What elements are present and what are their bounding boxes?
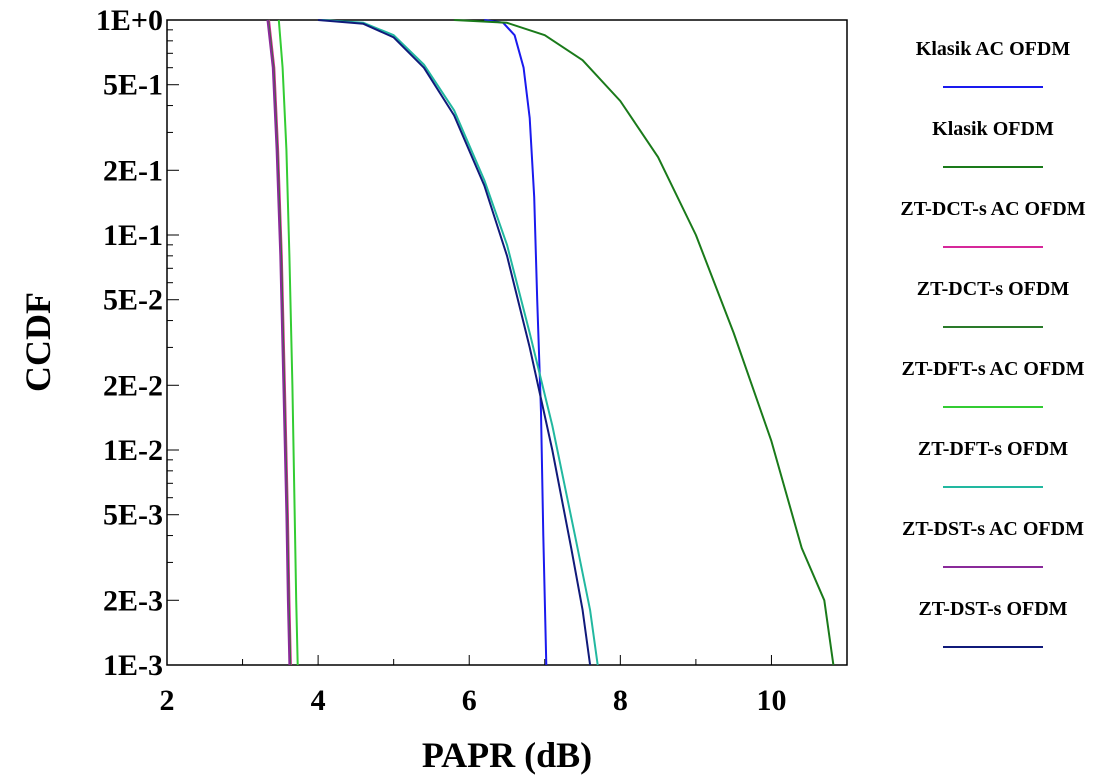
- x-axis-title: PAPR (dB): [422, 735, 592, 775]
- legend-label: ZT-DST-s AC OFDM: [902, 518, 1084, 540]
- legend-label: ZT-DCT-s AC OFDM: [900, 198, 1085, 220]
- y-tick-label: 1E-1: [103, 219, 163, 252]
- series-lines: [266, 19, 835, 666]
- series-line-8: [318, 19, 592, 666]
- y-tick-label: 2E-2: [103, 369, 163, 402]
- x-tick-label: 10: [756, 684, 786, 717]
- legend-label: ZT-DST-s OFDM: [918, 598, 1067, 620]
- x-tick-label: 4: [311, 684, 326, 717]
- y-tick-label: 2E-3: [103, 584, 163, 617]
- legend-label: ZT-DCT-s OFDM: [917, 278, 1070, 300]
- y-tick-label: 5E-1: [103, 69, 163, 102]
- series-line-1: [484, 19, 548, 666]
- x-tick-label: 8: [613, 684, 628, 717]
- y-tick-label: 1E+0: [96, 4, 163, 37]
- x-tick-label: 6: [462, 684, 477, 717]
- y-axis-title: CCDF: [18, 292, 58, 392]
- legend-label: Klasik OFDM: [932, 118, 1054, 140]
- y-tick-label: 1E-3: [103, 649, 163, 682]
- y-tick-label: 5E-3: [103, 499, 163, 532]
- legend-label: Klasik AC OFDM: [916, 38, 1071, 60]
- series-line-5: [277, 19, 299, 666]
- legend-label: ZT-DFT-s AC OFDM: [902, 358, 1085, 380]
- x-axis-ticks: 2 4 6 8 10: [160, 655, 786, 717]
- legend: Klasik AC OFDM Klasik OFDM ZT-DCT-s AC OFD…: [900, 38, 1086, 648]
- x-tick-label: 2: [160, 684, 175, 717]
- y-axis-ticks: 1E+0 5E-1 2E-1 1E-1 5E-2 2E-2 1E-2 5E-3 2E-3 1E-3: [96, 4, 179, 682]
- y-tick-label: 1E-2: [103, 434, 163, 467]
- series-line-7: [266, 19, 291, 666]
- series-line-2: [454, 19, 835, 666]
- legend-label: ZT-DFT-s OFDM: [918, 438, 1068, 460]
- plot-area: [166, 19, 848, 666]
- y-tick-label: 2E-1: [103, 154, 163, 187]
- series-line-6: [321, 19, 599, 666]
- y-tick-label: 5E-2: [103, 284, 163, 317]
